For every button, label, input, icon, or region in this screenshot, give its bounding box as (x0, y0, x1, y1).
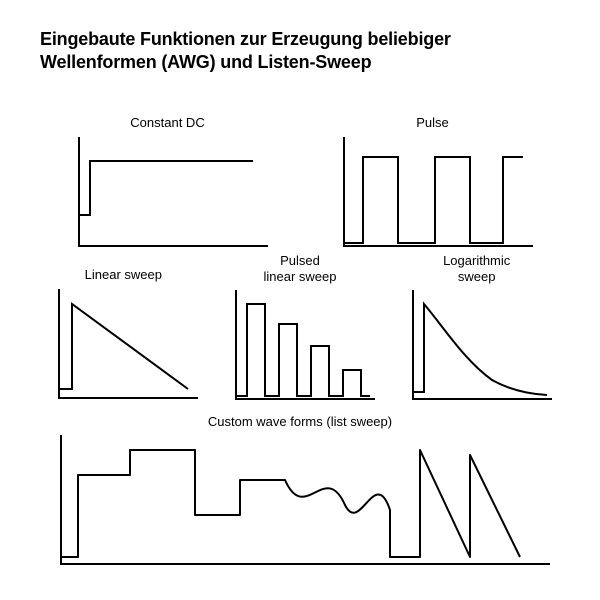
chart-constant-dc (68, 137, 268, 247)
trace-pulse (343, 157, 523, 243)
chart-log-sweep (402, 290, 552, 400)
waveform-grid: Constant DC Pulse Linear sweep Pulsedlin… (40, 101, 560, 565)
chart-linear-sweep (48, 289, 198, 399)
row-2: Linear sweep Pulsedlinear sweep Logarith… (40, 253, 560, 400)
label-linear-sweep: Linear sweep (85, 253, 162, 283)
label-pulse: Pulse (416, 101, 449, 131)
label-log-sweep: Logarithmicsweep (443, 253, 510, 284)
chart-custom-wave (50, 435, 550, 565)
chart-pulse (333, 137, 533, 247)
trace-constant-dc (78, 161, 253, 215)
cell-linear-sweep: Linear sweep (40, 253, 207, 400)
row-3: Custom wave forms (list sweep) (40, 414, 560, 565)
trace-linear-sweep (58, 304, 188, 389)
chart-pulsed-linear-sweep (225, 290, 375, 400)
label-constant-dc: Constant DC (130, 101, 204, 131)
cell-log-sweep: Logarithmicsweep (393, 253, 560, 400)
row-1: Constant DC Pulse (40, 101, 560, 247)
trace-custom-wave (60, 450, 520, 557)
trace-log-sweep (412, 304, 547, 395)
label-custom-wave: Custom wave forms (list sweep) (208, 414, 392, 429)
cell-pulsed-linear-sweep: Pulsedlinear sweep (217, 253, 384, 400)
page-title: Eingebaute Funktionen zur Erzeugung beli… (40, 28, 560, 73)
cell-constant-dc: Constant DC (40, 101, 295, 247)
cell-pulse: Pulse (305, 101, 560, 247)
trace-pulsed-linear-sweep (235, 304, 370, 396)
label-pulsed-linear-sweep: Pulsedlinear sweep (264, 253, 337, 284)
